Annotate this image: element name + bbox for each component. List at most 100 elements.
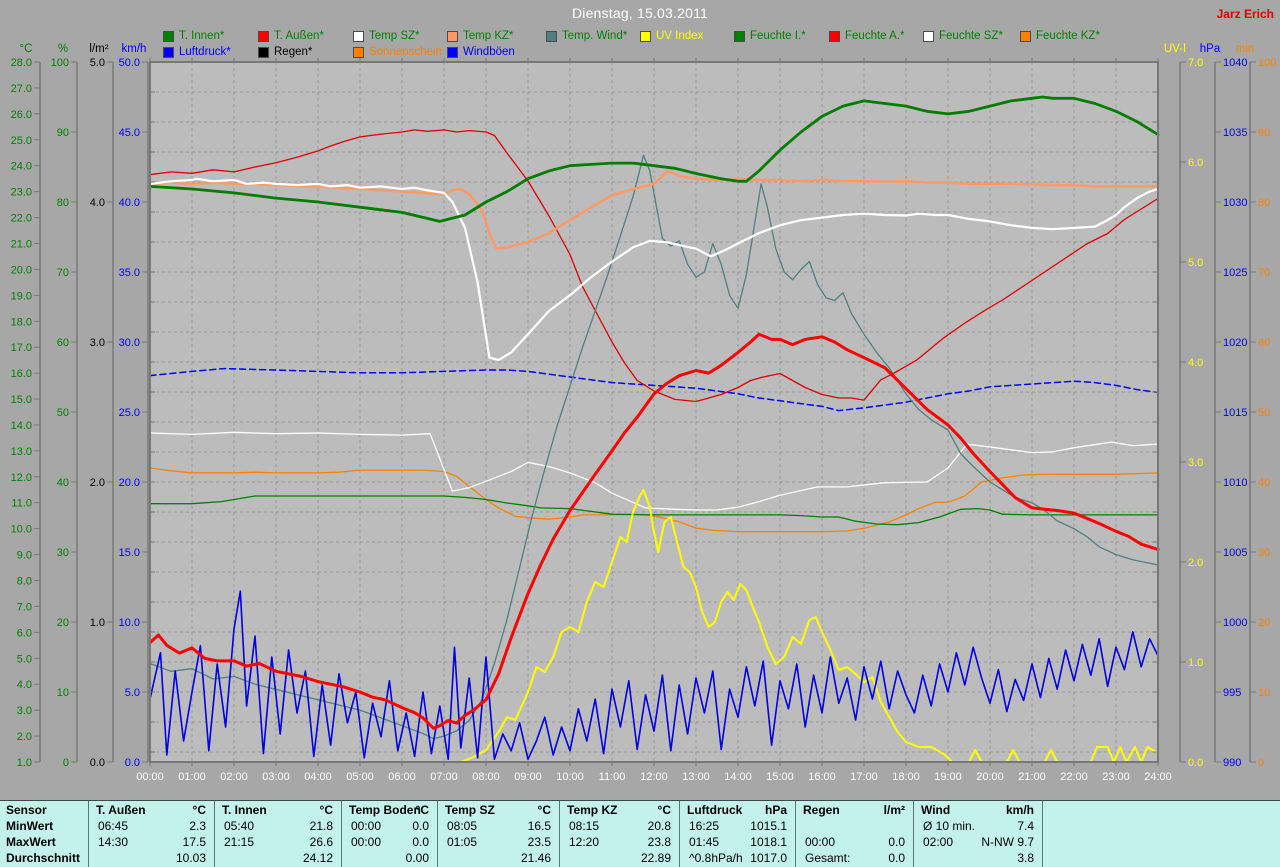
table-cell: 24.12 <box>302 851 333 865</box>
table-cell: 21.46 <box>520 851 551 865</box>
table-cell: T. Innen <box>222 803 267 817</box>
axis-tick-label-lm2: 3.0 <box>90 337 105 349</box>
axis-tick-label-degC: 9.0 <box>17 550 32 562</box>
axis-tick-label-pct: 60 <box>57 337 69 349</box>
x-axis-label: 16:00 <box>808 771 836 783</box>
axis-tick-label-min: 0 <box>1258 757 1264 769</box>
axis-tick-label-pct: 100 <box>51 57 69 69</box>
table-cell: 0.0 <box>412 819 429 833</box>
axis-tick-label-kmh: 0.0 <box>125 757 140 769</box>
x-axis-label: 13:00 <box>682 771 710 783</box>
axis-tick-label-degC: 25.0 <box>11 135 32 147</box>
table-cell: l/m² <box>883 803 905 817</box>
table-cell: 14:30 <box>98 835 129 849</box>
axis-tick-label-pct: 70 <box>57 267 69 279</box>
legend-label: Windböen <box>463 46 515 58</box>
axis-tick-label-hpa: 1020 <box>1223 337 1247 349</box>
axis-tick-label-min: 70 <box>1258 267 1270 279</box>
table-divider <box>214 801 215 867</box>
legend-item: Regen* <box>258 46 312 58</box>
legend-label: T. Innen* <box>179 30 225 42</box>
legend-swatch-icon <box>258 30 269 42</box>
axis-tick-label-min: 90 <box>1258 127 1270 139</box>
table-cell: 06:45 <box>98 819 129 833</box>
legend-swatch-icon <box>923 30 934 42</box>
x-axis-label: 11:00 <box>599 771 626 783</box>
legend-swatch-icon <box>1020 30 1031 42</box>
legend-label: T. Außen* <box>274 30 324 42</box>
axis-tick-label-degC: 6.0 <box>17 627 32 639</box>
x-axis-label: 14:00 <box>724 771 752 783</box>
axis-tick-label-hpa: 1025 <box>1223 267 1247 279</box>
legend-swatch-icon <box>163 46 174 58</box>
x-axis-label: 12:00 <box>640 771 668 783</box>
table-cell: °C <box>192 803 206 817</box>
axis-tick-label-degC: 17.0 <box>11 342 32 354</box>
legend-item: Feuchte KZ* <box>1020 30 1100 42</box>
series-feuchte_sz <box>149 431 1159 511</box>
table-cell: Wind <box>921 803 951 817</box>
table-cell: 1015.1 <box>750 819 787 833</box>
axis-tick-label-kmh: 30.0 <box>119 337 140 349</box>
axis-unit-hpa: hPa <box>1200 43 1221 55</box>
axis-tick-label-degC: 13.0 <box>11 446 32 458</box>
axis-tick-label-uv: 3.0 <box>1188 457 1203 469</box>
axis-tick-label-degC: 27.0 <box>11 83 32 95</box>
legend-swatch-icon <box>734 30 745 42</box>
legend-swatch-icon <box>163 30 174 42</box>
axis-tick-label-pct: 0 <box>63 757 69 769</box>
table-cell: 1017.0 <box>750 851 787 865</box>
table-cell: 08:15 <box>569 819 600 833</box>
axis-tick-label-kmh: 10.0 <box>119 617 140 629</box>
legend-label: Feuchte KZ* <box>1036 30 1100 42</box>
axis-tick-label-min: 40 <box>1258 477 1270 489</box>
table-cell: 23.5 <box>527 835 551 849</box>
axis-tick-label-uv: 4.0 <box>1188 357 1203 369</box>
table-cell: °C <box>319 803 333 817</box>
x-axis-label: 00:00 <box>136 771 164 783</box>
table-cell: 0.0 <box>888 835 905 849</box>
table-divider <box>1042 801 1043 867</box>
axis-tick-label-lm2: 2.0 <box>90 477 105 489</box>
axis-tick-label-pct: 20 <box>57 617 69 629</box>
table-cell: 05:40 <box>224 819 255 833</box>
table-cell: 21:15 <box>224 835 255 849</box>
legend-item: Feuchte A.* <box>829 30 904 42</box>
axis-tick-label-degC: 24.0 <box>11 161 32 173</box>
table-cell: 08:05 <box>447 819 478 833</box>
series-temp_kz <box>148 169 1160 250</box>
axis-tick-label-uv: 0.0 <box>1188 757 1203 769</box>
legend-label: Feuchte SZ* <box>939 30 1003 42</box>
series-temp_wind <box>149 154 1159 740</box>
axis-tick-label-degC: 18.0 <box>11 316 32 328</box>
axis-tick-label-degC: 11.0 <box>11 498 32 510</box>
axis-tick-label-min: 10 <box>1258 687 1270 699</box>
table-cell: 3.8 <box>1017 851 1034 865</box>
legend-item: T. Außen* <box>258 30 324 42</box>
x-axis-label: 23:00 <box>1102 771 1130 783</box>
axis-tick-label-pct: 10 <box>57 687 69 699</box>
axis-tick-label-degC: 5.0 <box>17 653 32 665</box>
axis-tick-label-lm2: 4.0 <box>90 197 105 209</box>
axis-tick-label-min: 50 <box>1258 407 1270 419</box>
axis-tick-label-hpa: 1035 <box>1223 127 1247 139</box>
table-divider <box>679 801 680 867</box>
minmax-table: Sensor MinWert MaxWert Durchschnitt T. Außen… <box>0 800 1280 867</box>
table-cell: °C <box>537 803 551 817</box>
legend-item: Feuchte SZ* <box>923 30 1003 42</box>
axis-tick-label-degC: 4.0 <box>17 679 32 691</box>
table-cell: km/h <box>1005 803 1034 817</box>
table-cell: Regen <box>803 803 840 817</box>
table-cell: 20.8 <box>647 819 671 833</box>
table-cell: 17.5 <box>182 835 206 849</box>
axis-unit-uv: UV-I <box>1164 43 1186 55</box>
axis-tick-label-pct: 30 <box>57 547 69 559</box>
series-t_aussen <box>148 332 1160 730</box>
x-axis-label: 24:00 <box>1144 771 1172 783</box>
legend-label: Feuchte A.* <box>845 30 905 42</box>
axis-tick-label-uv: 7.0 <box>1188 57 1203 69</box>
axis-tick-label-hpa: 1005 <box>1223 547 1247 559</box>
x-axis-label: 19:00 <box>934 771 962 783</box>
table-cell: Ø 10 min. <box>923 819 976 833</box>
